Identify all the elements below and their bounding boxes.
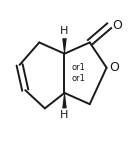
Text: or1: or1 [72, 74, 85, 83]
Text: O: O [112, 19, 122, 32]
Text: O: O [109, 61, 119, 74]
Polygon shape [62, 38, 67, 54]
Text: or1: or1 [72, 63, 85, 72]
Text: H: H [60, 110, 69, 120]
Polygon shape [62, 93, 67, 108]
Text: H: H [60, 26, 69, 36]
